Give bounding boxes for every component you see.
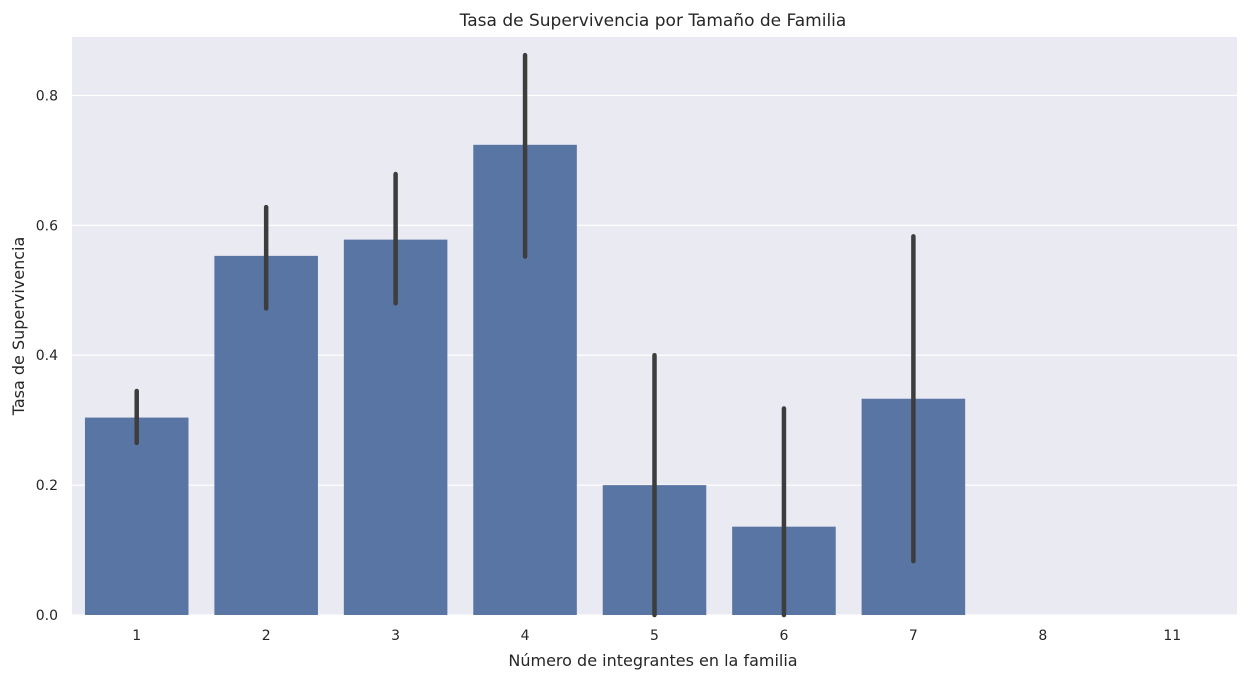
y-axis-ticks: 0.0 0.2 0.4 0.6 0.8	[36, 88, 58, 624]
chart-title: Tasa de Supervivencia por Tamaño de Fami…	[459, 11, 847, 31]
x-tick-label: 8	[1038, 628, 1047, 644]
x-tick-label: 11	[1163, 628, 1181, 644]
y-tick-label: 0.2	[36, 478, 58, 494]
y-tick-label: 0.4	[36, 348, 58, 364]
x-tick-label: 1	[132, 628, 141, 644]
x-tick-label: 4	[521, 628, 530, 644]
y-tick-label: 0.0	[36, 608, 58, 624]
x-tick-label: 2	[262, 628, 271, 644]
error-bars	[134, 52, 916, 618]
x-tick-label: 5	[650, 628, 659, 644]
x-tick-label: 7	[909, 628, 918, 644]
x-tick-label: 6	[779, 628, 788, 644]
y-tick-label: 0.6	[36, 218, 58, 234]
x-axis-ticks: 1 2 3 4 5 6 7 8 11	[132, 628, 1181, 644]
bar-2	[214, 255, 318, 616]
y-tick-label: 0.8	[36, 88, 58, 104]
bars	[84, 144, 966, 616]
y-axis-label: Tasa de Supervivencia	[9, 237, 28, 417]
x-axis-label: Número de integrantes en la familia	[508, 651, 797, 670]
bar-1	[84, 417, 189, 615]
x-tick-label: 3	[391, 628, 400, 644]
